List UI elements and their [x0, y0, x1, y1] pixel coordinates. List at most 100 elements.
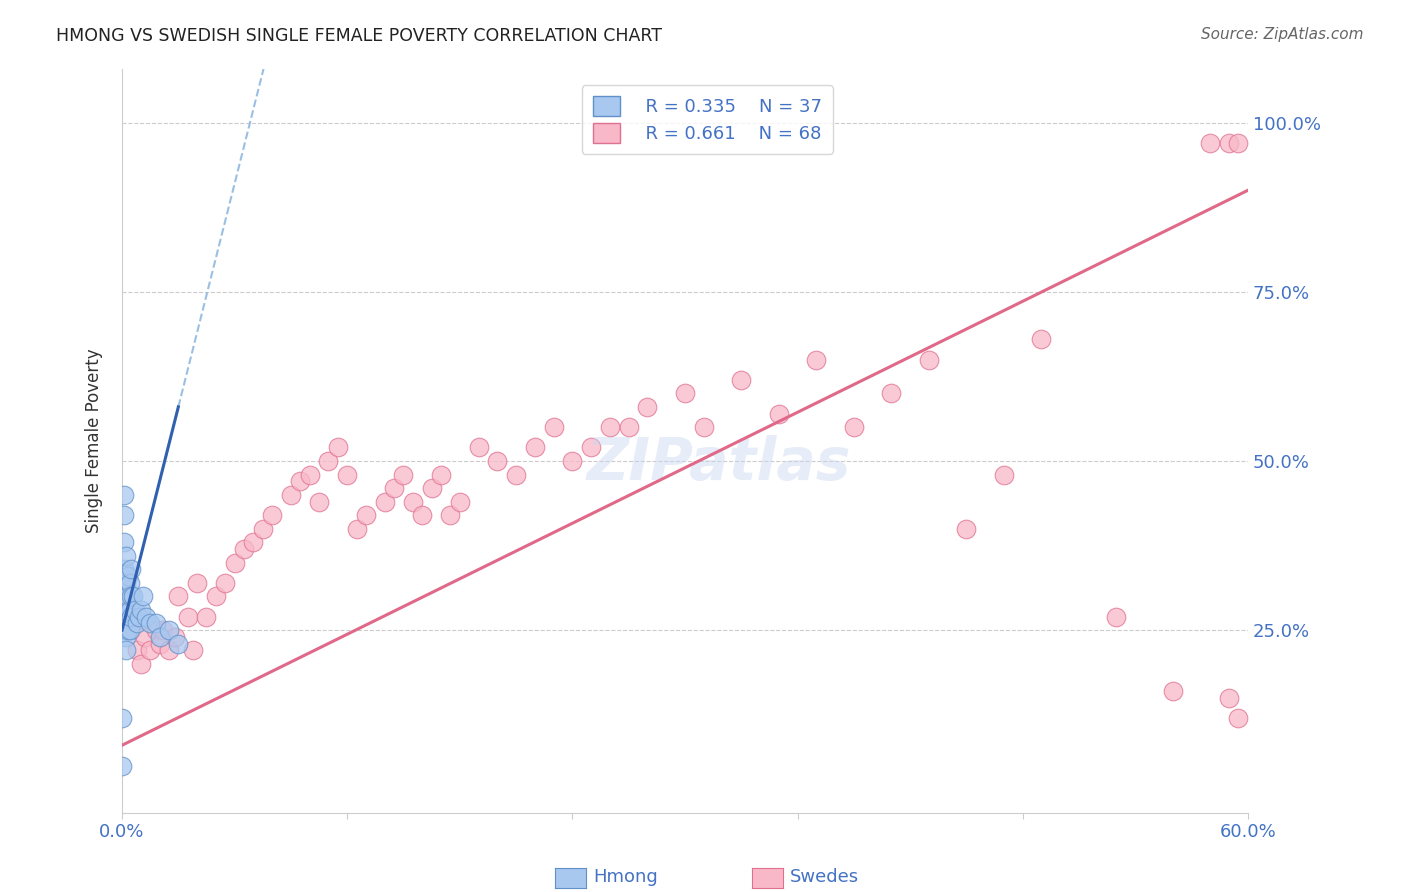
Point	[177, 609, 200, 624]
Y-axis label: Single Female Poverty: Single Female Poverty	[86, 349, 103, 533]
Point	[336, 467, 359, 482]
Text: Hmong: Hmong	[593, 868, 658, 886]
Text: ZIPatlas: ZIPatlas	[586, 434, 851, 491]
Point	[382, 481, 405, 495]
Point	[673, 386, 696, 401]
Point	[768, 407, 790, 421]
Point	[543, 420, 565, 434]
Point	[112, 590, 135, 604]
Point	[205, 590, 228, 604]
Point	[1227, 711, 1250, 725]
Point	[1161, 684, 1184, 698]
Point	[918, 352, 941, 367]
Point	[157, 643, 180, 657]
Point	[157, 623, 180, 637]
Point	[120, 562, 142, 576]
Point	[290, 475, 312, 489]
Point	[128, 609, 150, 624]
Point	[439, 508, 461, 523]
Point	[139, 616, 162, 631]
Point	[617, 420, 640, 434]
Point	[145, 616, 167, 631]
Text: Swedes: Swedes	[790, 868, 859, 886]
Point	[599, 420, 621, 434]
Point	[118, 575, 141, 590]
Point	[318, 454, 340, 468]
Point	[129, 657, 152, 671]
Point	[167, 590, 190, 604]
Point	[117, 569, 139, 583]
Point	[135, 609, 157, 624]
Point	[125, 643, 148, 657]
Point	[346, 522, 368, 536]
Point	[579, 441, 602, 455]
Point	[117, 590, 139, 604]
Point	[112, 623, 135, 637]
Point	[163, 630, 186, 644]
Point	[131, 590, 153, 604]
Point	[262, 508, 284, 523]
Point	[298, 467, 321, 482]
Point	[214, 575, 236, 590]
Point	[111, 711, 134, 725]
Point	[806, 352, 828, 367]
Point	[326, 441, 349, 455]
Point	[430, 467, 453, 482]
Point	[122, 590, 145, 604]
Point	[354, 508, 377, 523]
Point	[1031, 332, 1053, 346]
Point	[523, 441, 546, 455]
Point	[880, 386, 903, 401]
Point	[111, 758, 134, 772]
Point	[148, 630, 170, 644]
Point	[118, 623, 141, 637]
Point	[152, 623, 174, 637]
Point	[280, 488, 302, 502]
Point	[120, 623, 142, 637]
Point	[561, 454, 583, 468]
Point	[693, 420, 716, 434]
Point	[505, 467, 527, 482]
Point	[993, 467, 1015, 482]
Text: Source: ZipAtlas.com: Source: ZipAtlas.com	[1201, 27, 1364, 42]
Point	[392, 467, 415, 482]
Point	[134, 630, 156, 644]
Point	[114, 630, 136, 644]
Point	[186, 575, 208, 590]
Point	[224, 556, 246, 570]
Point	[112, 488, 135, 502]
Point	[112, 562, 135, 576]
Point	[1227, 136, 1250, 150]
Point	[114, 643, 136, 657]
Point	[1218, 136, 1240, 150]
Point	[411, 508, 433, 523]
Point	[120, 609, 142, 624]
Point	[112, 603, 135, 617]
Point	[118, 603, 141, 617]
Point	[114, 575, 136, 590]
Point	[955, 522, 977, 536]
Point	[842, 420, 865, 434]
Point	[1199, 136, 1222, 150]
Point	[242, 535, 264, 549]
Point	[486, 454, 509, 468]
Point	[183, 643, 205, 657]
Point	[374, 494, 396, 508]
Legend:   R = 0.335    N = 37,   R = 0.661    N = 68: R = 0.335 N = 37, R = 0.661 N = 68	[582, 85, 834, 153]
Point	[167, 637, 190, 651]
Point	[124, 603, 146, 617]
Point	[114, 596, 136, 610]
Point	[145, 623, 167, 637]
Point	[252, 522, 274, 536]
Point	[467, 441, 489, 455]
Point	[129, 603, 152, 617]
Point	[308, 494, 330, 508]
Point	[117, 609, 139, 624]
Point	[420, 481, 443, 495]
Point	[1105, 609, 1128, 624]
Text: HMONG VS SWEDISH SINGLE FEMALE POVERTY CORRELATION CHART: HMONG VS SWEDISH SINGLE FEMALE POVERTY C…	[56, 27, 662, 45]
Point	[120, 590, 142, 604]
Point	[114, 616, 136, 631]
Point	[114, 549, 136, 563]
Point	[125, 616, 148, 631]
